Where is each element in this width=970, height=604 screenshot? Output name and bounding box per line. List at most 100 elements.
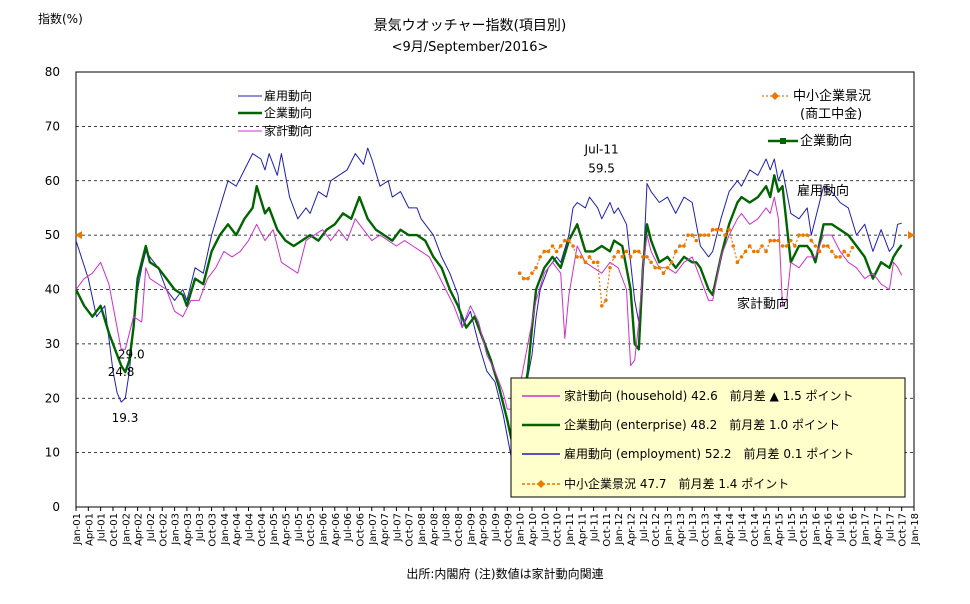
employment-right-label: 雇用動向	[797, 183, 849, 199]
x-tick-label-Jan-17: Jan-17	[861, 513, 872, 546]
smb-point	[719, 227, 723, 232]
legend-marker-smb	[771, 92, 779, 100]
smb-point	[834, 255, 838, 259]
smb-point	[776, 238, 781, 243]
x-tick-label-Jul-10: Jul-10	[540, 513, 551, 542]
smb-point	[587, 255, 592, 259]
x-tick-label-Jul-04: Jul-04	[245, 513, 256, 542]
x-tick-label-Jul-05: Jul-05	[294, 513, 305, 542]
x-tick-label-Jul-01: Jul-01	[97, 513, 108, 542]
smb-point	[842, 249, 846, 254]
legend-household: 家計動向	[264, 123, 312, 138]
latest-employment-text: 雇用動向 (employment) 52.2 前月差 0.1 ポイント	[564, 446, 854, 461]
x-tick-label-Apr-09: Apr-09	[479, 513, 490, 546]
x-tick-label-Oct-10: Oct-10	[553, 513, 564, 547]
smb-point	[604, 298, 608, 303]
reference-marker-right	[908, 231, 915, 240]
x-tick-label-Apr-11: Apr-11	[577, 513, 588, 546]
smb-point	[591, 260, 596, 265]
smb-point	[731, 244, 736, 248]
smb-point	[575, 255, 579, 259]
x-tick-label-Jul-17: Jul-17	[885, 513, 896, 542]
smb-point	[669, 260, 674, 265]
x-tick-label-Jul-09: Jul-09	[491, 513, 502, 542]
enterprise-right-label: 企業動向	[800, 133, 852, 149]
x-tick-label-Jul-07: Jul-07	[392, 513, 403, 542]
smb-point	[727, 227, 731, 232]
smb-point	[579, 255, 584, 259]
smb-point	[846, 253, 851, 258]
smb-point	[825, 244, 830, 248]
reference-marker-left	[75, 231, 82, 240]
x-tick-label-Apr-04: Apr-04	[232, 513, 243, 546]
smb-point	[813, 244, 818, 248]
smb-point	[690, 233, 694, 237]
x-tick-label-Jan-03: Jan-03	[171, 513, 182, 546]
annotation-label: 19.3	[112, 411, 139, 425]
smb-point	[620, 255, 625, 259]
household-right-label: 家計動向	[737, 296, 789, 312]
smb-point	[850, 245, 855, 250]
x-tick-label-Jan-13: Jan-13	[664, 513, 675, 546]
smb-point	[686, 233, 690, 237]
smb-point	[600, 304, 604, 308]
x-tick-label-Jan-04: Jan-04	[220, 513, 231, 546]
x-axis: Jan-01 Apr-01 Jul-01 Oct-01 Jan-02 Apr-02 Jul-…	[72, 507, 921, 547]
source-note: 出所:内閣府 (注)数値は家計動向関連	[406, 566, 603, 581]
smb-point	[698, 233, 703, 237]
x-tick-label-Oct-09: Oct-09	[503, 513, 514, 547]
reference-line-50	[75, 231, 915, 240]
y-tick-label-20: 20	[45, 391, 60, 405]
latest-values-background	[510, 377, 906, 498]
x-tick-label-Jan-12: Jan-12	[614, 513, 625, 546]
x-tick-label-Apr-03: Apr-03	[183, 513, 194, 546]
annotations: 29.0 24.8 19.3 Jul-11 59.5	[108, 142, 619, 425]
chart-title: 景気ウオッチャー指数(項目別)	[374, 18, 567, 34]
x-tick-label-Jul-15: Jul-15	[787, 513, 798, 542]
smb-point	[636, 249, 641, 254]
y-tick-label-50: 50	[45, 228, 60, 242]
x-tick-label-Oct-05: Oct-05	[306, 513, 317, 547]
upper-right-labels: 中小企業景況 (商工中金) 企業動向 雇用動向 家計動向	[737, 88, 871, 312]
x-tick-label-Apr-13: Apr-13	[676, 513, 687, 546]
x-tick-label-Jul-12: Jul-12	[639, 513, 650, 542]
smb-point	[772, 238, 777, 243]
x-tick-label-Oct-17: Oct-17	[898, 513, 909, 547]
legend-enterprise: 企業動向	[264, 105, 312, 120]
latest-smb-marker	[537, 480, 545, 488]
smb-point	[612, 255, 616, 259]
smb-point	[706, 233, 711, 237]
x-tick-label-Jan-07: Jan-07	[368, 513, 379, 546]
smb-point	[665, 265, 670, 270]
smb-point	[838, 255, 842, 259]
x-tick-label-Apr-05: Apr-05	[282, 513, 293, 546]
x-tick-label-Jan-11: Jan-11	[565, 513, 576, 546]
y-axis: 0 10 20 30 40 50 60 70 80	[45, 65, 60, 514]
smb-point	[521, 276, 526, 281]
chart-subtitle: <9月/September/2016>	[392, 40, 549, 55]
latest-row-enterprise: 企業動向 (enterprise) 48.2 前月差 1.0 ポイント	[522, 417, 840, 432]
smb-point	[830, 249, 834, 254]
x-tick-label-Jul-13: Jul-13	[688, 513, 699, 542]
annotation-label: Jul-11	[584, 142, 619, 156]
smb-point	[739, 255, 744, 259]
x-tick-label-Oct-01: Oct-01	[109, 513, 120, 547]
x-tick-label-Apr-08: Apr-08	[429, 513, 440, 546]
x-tick-label-Oct-12: Oct-12	[651, 513, 662, 547]
x-tick-label-Jul-14: Jul-14	[737, 513, 748, 542]
x-tick-label-Oct-11: Oct-11	[602, 513, 613, 547]
smb-point	[751, 249, 756, 254]
smb-point	[653, 265, 658, 270]
x-tick-label-Apr-06: Apr-06	[331, 513, 342, 546]
annotation-label: 59.5	[588, 161, 615, 175]
smb-point	[678, 244, 682, 248]
smb-point	[530, 271, 534, 275]
x-tick-label-Jul-08: Jul-08	[442, 513, 453, 542]
y-tick-label-70: 70	[45, 119, 60, 133]
smb-point	[645, 255, 649, 259]
smb-point	[821, 244, 826, 248]
y-tick-label-60: 60	[45, 174, 60, 188]
x-tick-label-Apr-15: Apr-15	[774, 513, 785, 546]
x-tick-label-Oct-07: Oct-07	[405, 513, 416, 547]
